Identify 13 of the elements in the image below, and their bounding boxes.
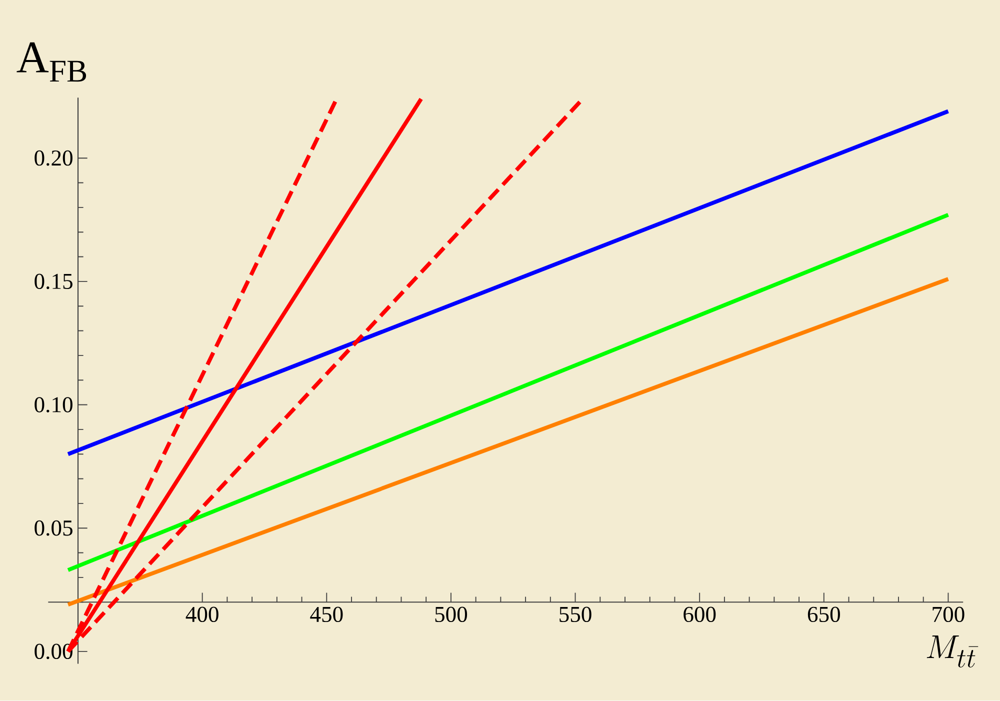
x-tick-label: 500 xyxy=(435,606,468,622)
x-tick-label: 450 xyxy=(310,606,343,622)
x-tick-label: 650 xyxy=(808,606,840,622)
y-tick-label: 0.10 xyxy=(34,397,72,413)
x-tick-label: 550 xyxy=(560,606,592,622)
x-tick-label: 700 xyxy=(932,606,964,622)
x-tick-label: 600 xyxy=(684,606,716,622)
x-axis-title: $M_{t\bar{t}}$ xyxy=(926,636,978,668)
x-tick-label: 400 xyxy=(186,606,218,622)
y-tick-label: 0.15 xyxy=(34,274,72,290)
y-axis-title: $\mathrm{A}_{\mathrm{FB}}$ xyxy=(16,42,86,82)
y-tick-label: 0.20 xyxy=(34,150,72,166)
y-tick-label: 0.05 xyxy=(34,520,72,536)
